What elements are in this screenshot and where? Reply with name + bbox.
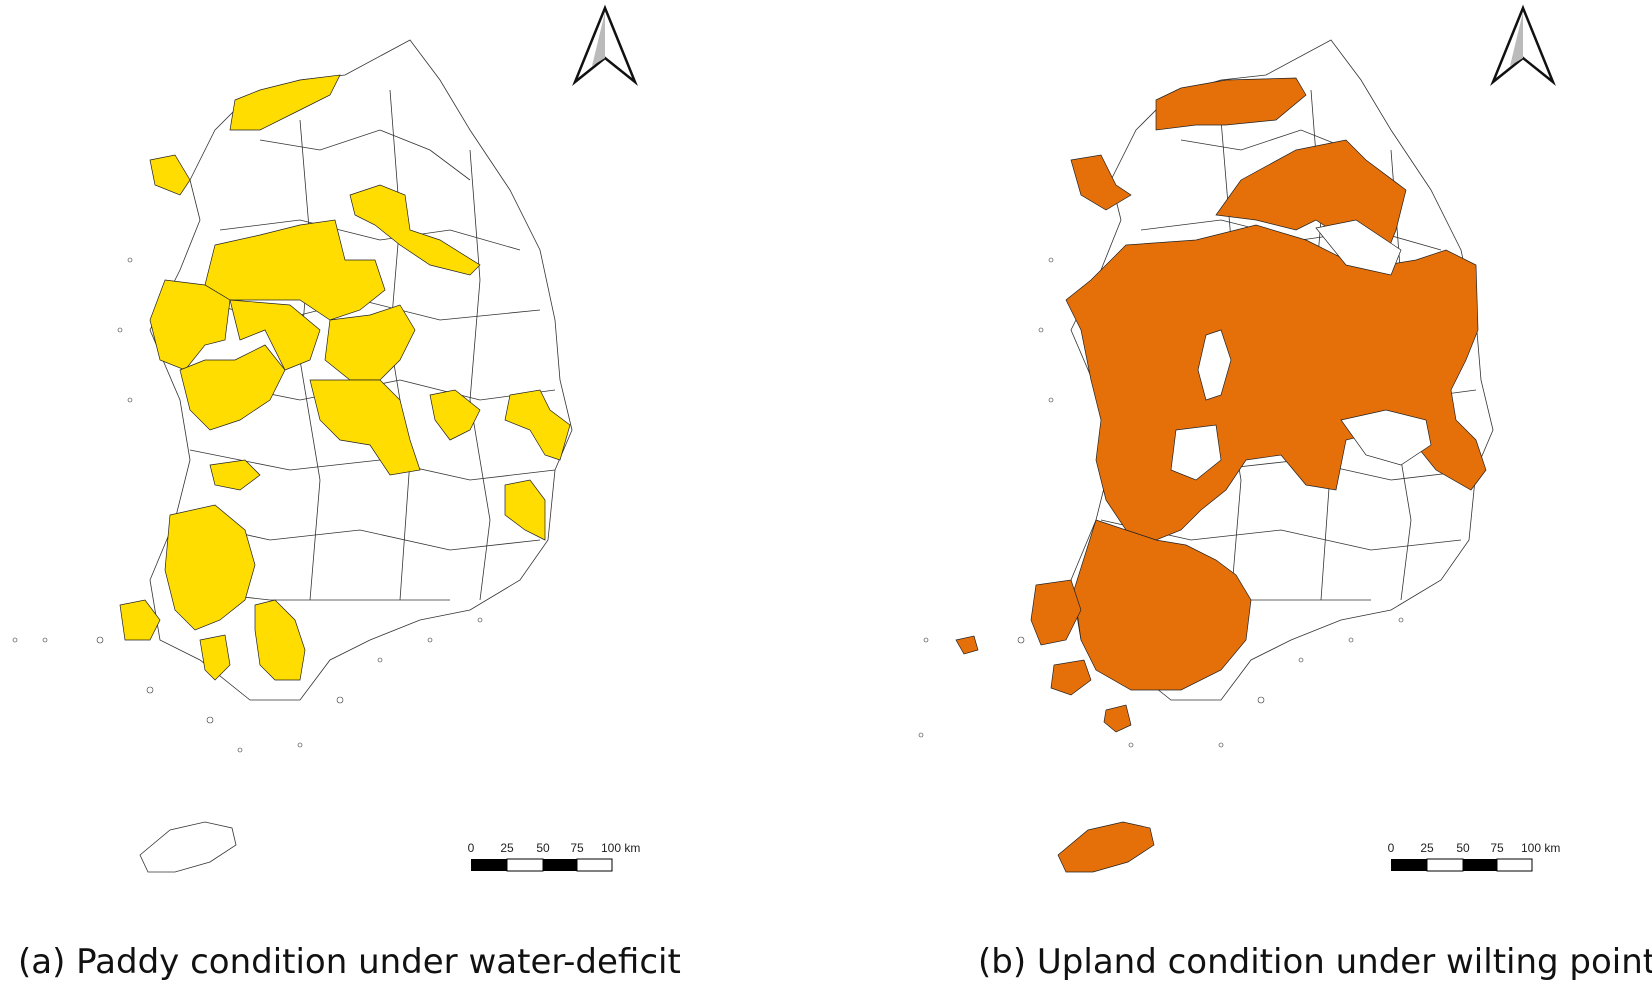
scale-tick-100: 100 km — [1521, 841, 1560, 855]
paddy-map: 0 25 50 75 100 km — [12, 4, 640, 873]
upland-map: 0 25 50 75 100 km — [918, 4, 1560, 873]
jeju-island — [1057, 821, 1155, 873]
scale-tick-25: 25 — [500, 841, 514, 855]
scale-bar: 0 25 50 75 100 km — [468, 841, 640, 872]
north-arrow-icon — [1490, 4, 1556, 86]
unhighlighted-districts — [1170, 219, 1432, 481]
mainland-outline — [1070, 39, 1494, 701]
scale-tick-0: 0 — [1388, 841, 1395, 855]
panel-caption: (b) Upland condition under wilting point — [978, 942, 1652, 982]
scale-tick-25: 25 — [1420, 841, 1434, 855]
highlighted-districts — [119, 74, 571, 681]
scale-bar: 0 25 50 75 100 km — [1388, 841, 1560, 872]
scale-tick-50: 50 — [1456, 841, 1470, 855]
islands — [12, 257, 483, 753]
scale-tick-100: 100 km — [601, 841, 640, 855]
north-arrow-icon — [572, 4, 638, 86]
scale-tick-75: 75 — [1490, 841, 1504, 855]
highlighted-districts — [955, 77, 1487, 733]
map-panel-upland: 0 25 50 75 100 km (b) Upland condition u… — [826, 0, 1652, 998]
scale-tick-50: 50 — [536, 841, 550, 855]
jeju-island — [139, 821, 237, 873]
scale-tick-0: 0 — [468, 841, 475, 855]
islands — [918, 257, 1404, 748]
map-panel-paddy: 0 25 50 75 100 km (a) Paddy condition un… — [12, 4, 681, 982]
mainland-outline — [149, 39, 573, 701]
panel-caption: (a) Paddy condition under water-deficit — [18, 942, 681, 982]
scale-tick-75: 75 — [570, 841, 584, 855]
